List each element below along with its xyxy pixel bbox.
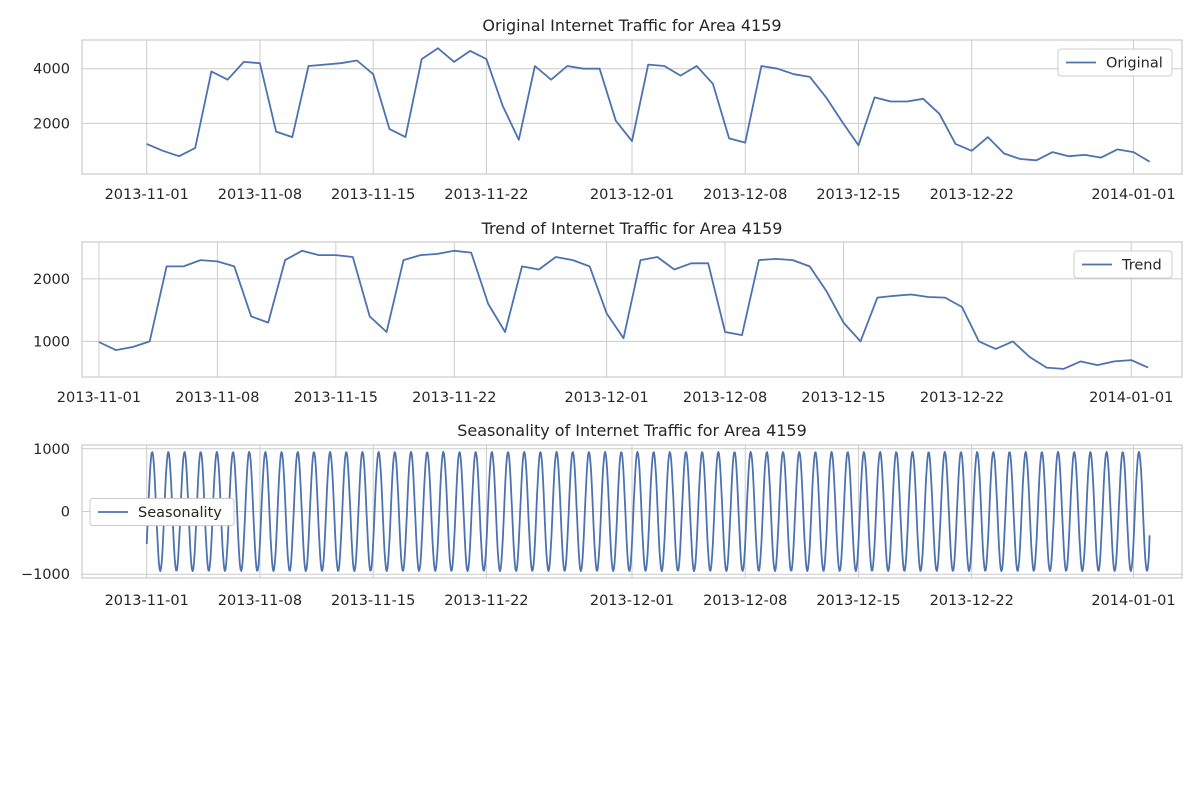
axes-frame	[81, 241, 1183, 378]
legend-label: Original	[1106, 56, 1163, 72]
legend-label: Trend	[1121, 258, 1162, 274]
x-tick-label: 2013-11-15	[331, 187, 415, 203]
legend-box	[89, 498, 235, 526]
x-tick-label: 2013-12-22	[930, 187, 1014, 203]
chart-title: Seasonality of Internet Traffic for Area…	[457, 421, 807, 440]
legend-label: Seasonality	[138, 505, 222, 521]
y-tick-label: 4000	[33, 62, 70, 78]
legend-box	[1073, 250, 1173, 279]
x-tick-label: 2013-12-01	[564, 390, 648, 406]
x-tick-label: 2013-11-15	[331, 593, 415, 609]
y-tick-label: 0	[61, 505, 70, 521]
legend: Seasonality	[89, 498, 235, 526]
x-tick-label: 2013-12-01	[590, 593, 674, 609]
chart-title: Original Internet Traffic for Area 4159	[482, 16, 781, 35]
x-tick-label: 2013-11-15	[294, 390, 378, 406]
x-tick-label: 2014-01-01	[1089, 390, 1173, 406]
x-tick-label: 2013-12-22	[930, 593, 1014, 609]
x-tick-label: 2013-12-01	[590, 187, 674, 203]
x-tick-label: 2014-01-01	[1091, 593, 1175, 609]
x-tick-label: 2013-11-01	[105, 187, 189, 203]
y-tick-label: 1000	[33, 442, 70, 458]
x-tick-label: 2013-11-08	[218, 187, 302, 203]
x-tick-label: 2013-12-15	[816, 593, 900, 609]
x-tick-label: 2014-01-01	[1091, 187, 1175, 203]
x-tick-label: 2013-11-01	[57, 390, 141, 406]
x-tick-label: 2013-12-08	[703, 187, 787, 203]
x-tick-label: 2013-12-08	[703, 593, 787, 609]
axes-frame	[81, 444, 1183, 579]
seasonality-panel: 2013-11-01 2013-11-08 2013-11-15 2013-11-22…	[21, 421, 1183, 609]
legend-box	[1057, 48, 1173, 77]
series-line-seasonality	[145, 450, 1151, 572]
chart-title: Trend of Internet Traffic for Area 4159	[481, 219, 783, 238]
legend: Original	[1057, 48, 1173, 77]
legend: Trend	[1073, 250, 1173, 279]
y-tick-label: 1000	[33, 334, 70, 350]
x-tick-label: 2013-11-08	[218, 593, 302, 609]
x-tick-label: 2013-11-01	[105, 593, 189, 609]
y-tick-label: 2000	[33, 272, 70, 288]
original-traffic-panel: 2013-11-01 2013-11-08 2013-11-15 2013-11-22…	[33, 16, 1183, 203]
series-line-trend	[98, 249, 1149, 370]
x-tick-label: 2013-11-08	[175, 390, 259, 406]
y-tick-label: −1000	[21, 567, 70, 583]
x-tick-label: 2013-12-08	[683, 390, 767, 406]
series-line-original	[146, 47, 1151, 163]
x-tick-label: 2013-12-15	[801, 390, 885, 406]
x-tick-label: 2013-11-22	[412, 390, 496, 406]
x-tick-label: 2013-12-15	[816, 187, 900, 203]
x-tick-label: 2013-11-22	[444, 187, 528, 203]
x-tick-label: 2013-11-22	[444, 593, 528, 609]
y-tick-label: 2000	[33, 116, 70, 132]
x-tick-label: 2013-12-22	[920, 390, 1004, 406]
trend-panel: 2013-11-01 2013-11-08 2013-11-15 2013-11-22…	[33, 219, 1183, 406]
axes-frame	[81, 39, 1183, 175]
